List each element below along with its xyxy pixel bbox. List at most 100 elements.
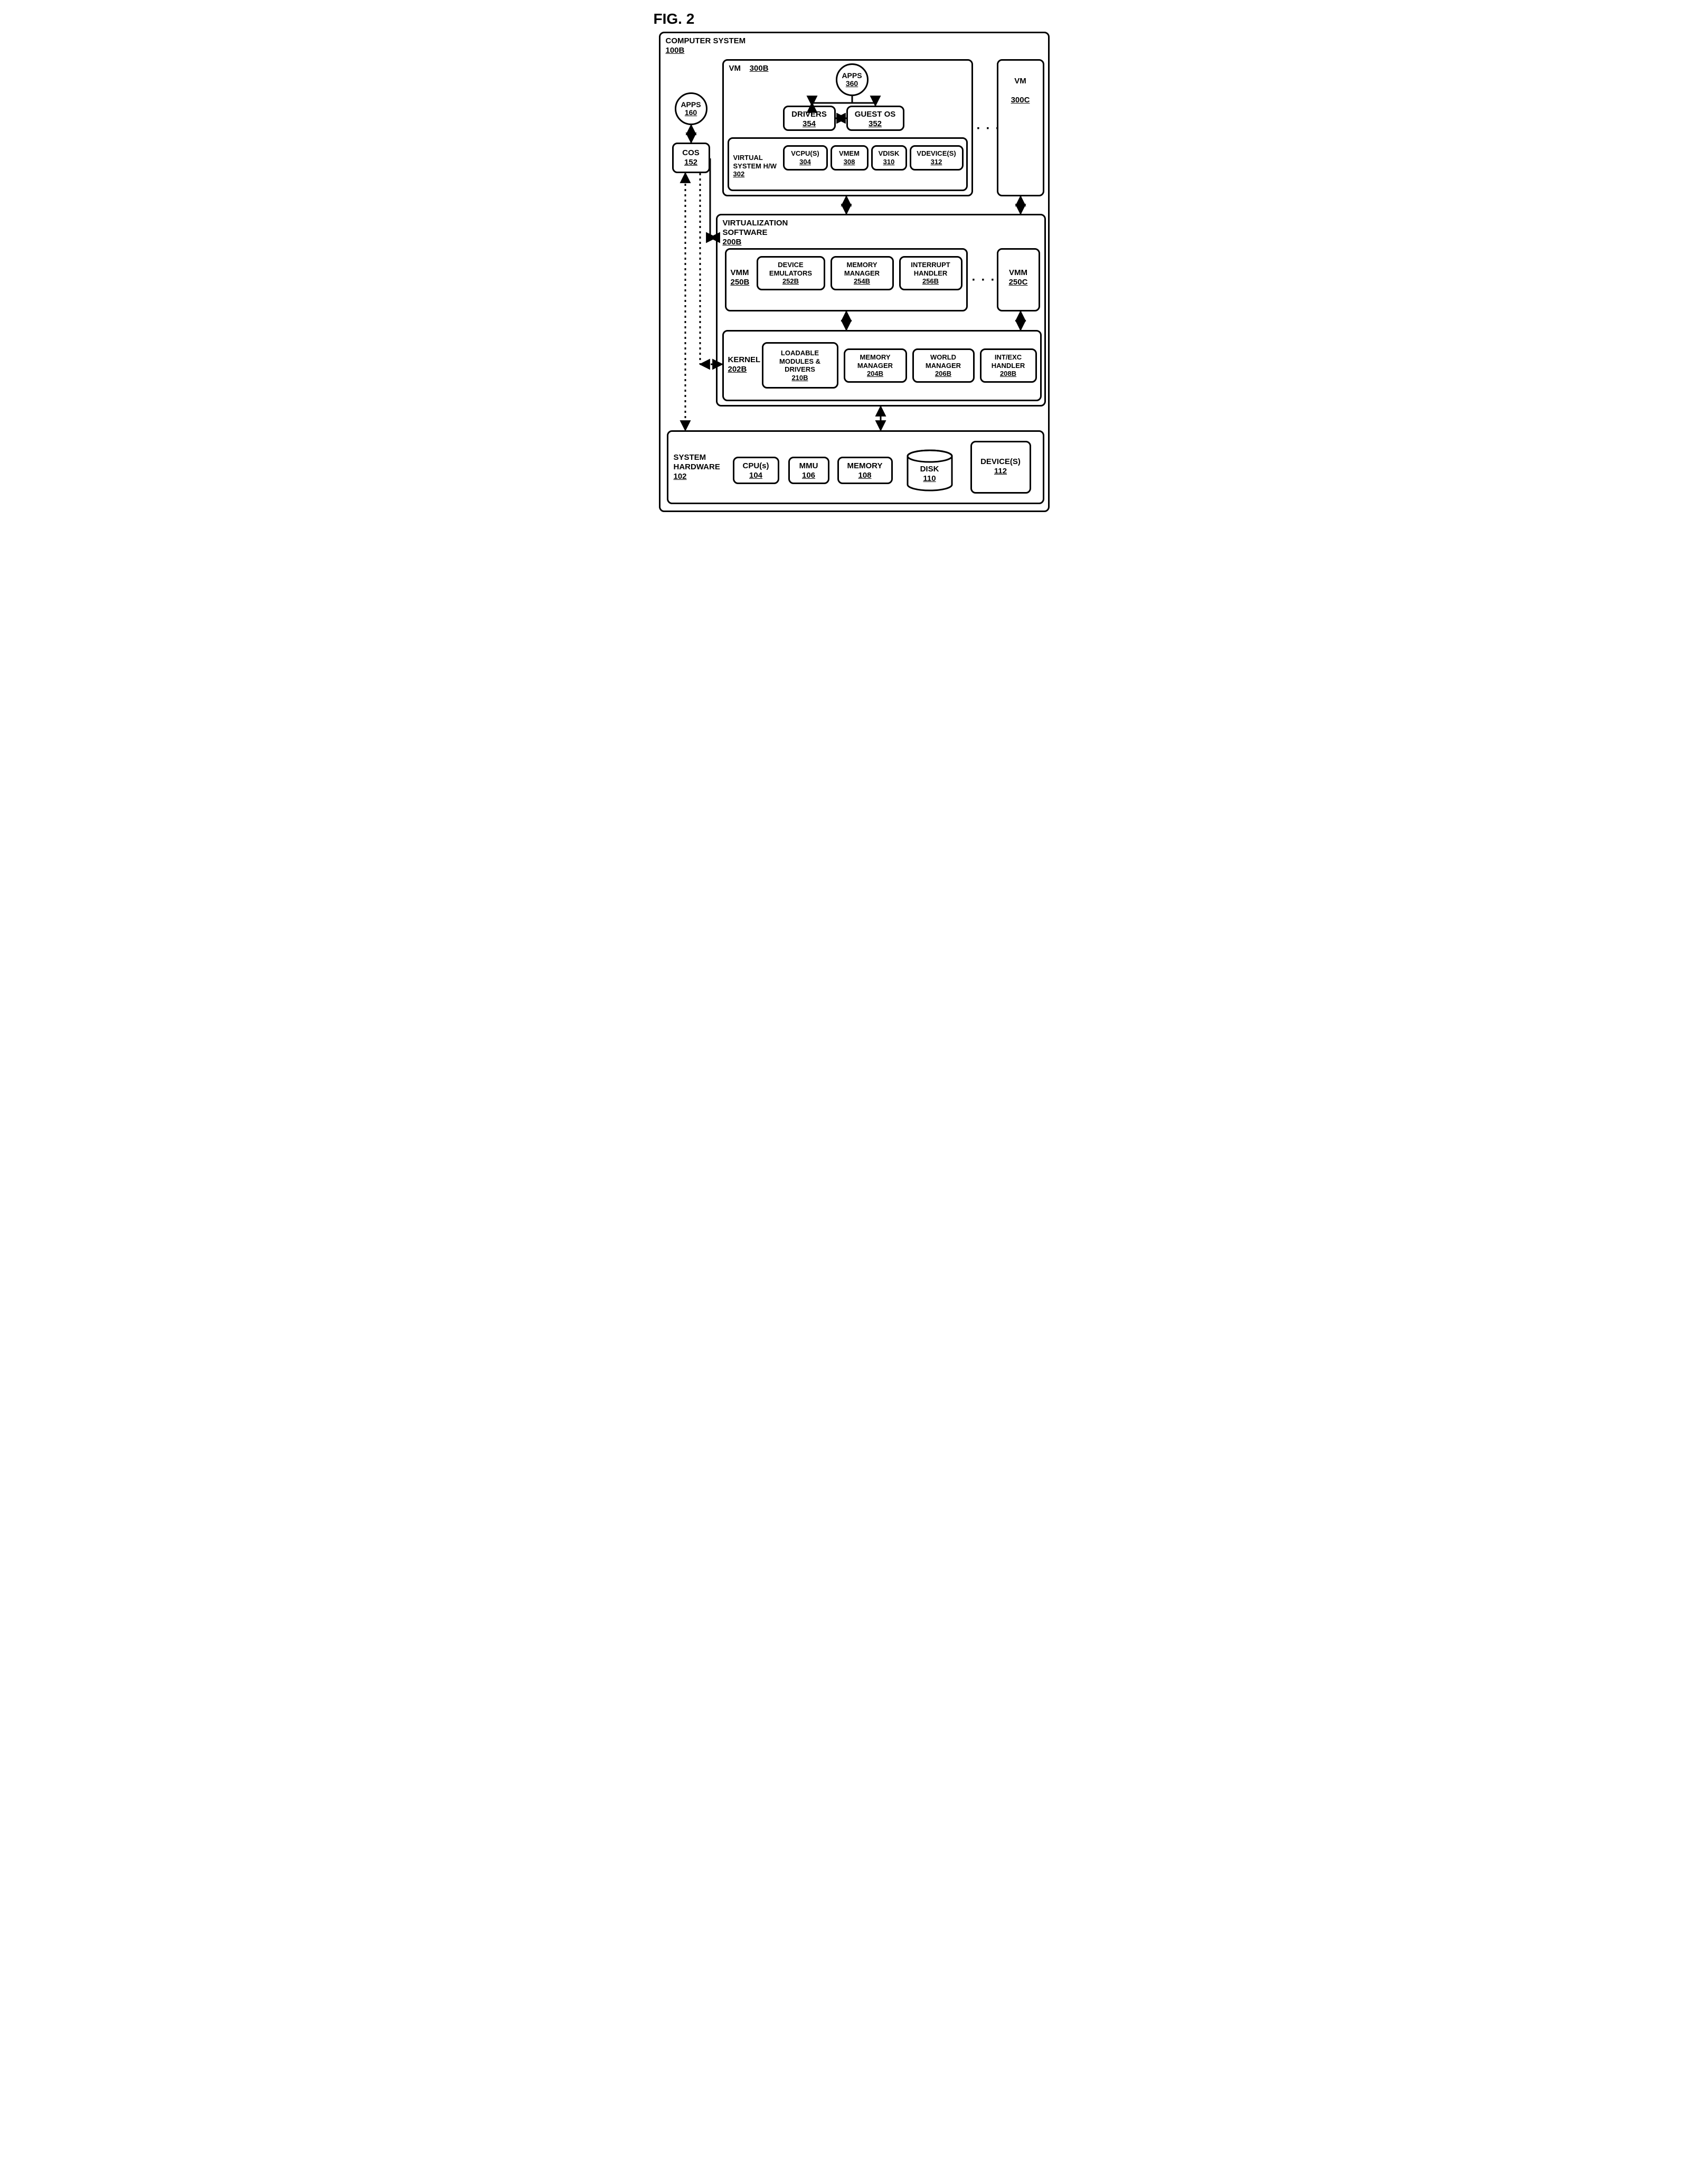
load-mod-title: LOADABLE MODULES & DRIVERS [779, 349, 820, 373]
vm2-title: VM [1014, 77, 1026, 86]
disk-label: DISK 110 [906, 465, 954, 484]
devices-box: DEVICE(S) 112 [970, 441, 1031, 494]
vdisk-box: VDISK 310 [871, 145, 907, 171]
virtual-hw-label: VIRTUAL SYSTEM H/W 302 [733, 154, 778, 178]
guest-os-id: 352 [869, 119, 882, 128]
vm-title: VM [729, 64, 741, 73]
devices-title: DEVICE(S) [980, 457, 1021, 466]
mmu-box: MMU 106 [788, 457, 829, 484]
vmem-title: VMEM [839, 149, 860, 157]
cos-title: COS [682, 148, 700, 157]
vcpu-label: VCPU(S) 304 [785, 149, 826, 166]
cpu-label: CPU(s) 104 [734, 461, 778, 480]
guest-os-title: GUEST OS [855, 110, 896, 119]
virt-sw-title: VIRTUALIZATION SOFTWARE [723, 219, 788, 237]
devices-id: 112 [994, 467, 1007, 476]
vmm-label: VMM 250B [731, 268, 750, 287]
load-mod-box: LOADABLE MODULES & DRIVERS 210B [762, 342, 838, 389]
vm2-label: VM 300C [998, 77, 1043, 105]
figure-title: FIG. 2 [654, 11, 695, 27]
mem-mgr-vmm-title: MEMORY MANAGER [844, 261, 880, 277]
cpu-box: CPU(s) 104 [733, 457, 779, 484]
drivers-label: DRIVERS 354 [785, 110, 834, 129]
vm-id: 300B [750, 64, 769, 73]
sys-hw-id: 102 [674, 472, 687, 481]
guest-os-label: GUEST OS 352 [848, 110, 903, 129]
intexc-id: 208B [1000, 370, 1016, 377]
vm-apps-title: APPS [842, 72, 862, 80]
dev-emu-label: DEVICE EMULATORS 252B [758, 261, 824, 286]
guest-os-box: GUEST OS 352 [846, 106, 904, 131]
memory-label: MEMORY 108 [839, 461, 891, 480]
virtual-hw-id: 302 [733, 170, 745, 178]
vmm2-id: 250C [1009, 278, 1028, 287]
mem-mgr-k-id: 204B [867, 370, 883, 377]
mem-mgr-vmm-label: MEMORY MANAGER 254B [832, 261, 892, 286]
cpu-title: CPU(s) [742, 461, 769, 470]
mem-mgr-k-box: MEMORY MANAGER 204B [844, 348, 907, 383]
vmm-title: VMM [731, 268, 749, 277]
vmm2-label: VMM 250C [998, 268, 1039, 287]
vmm2-box: VMM 250C [997, 248, 1040, 311]
kernel-label: KERNEL 202B [728, 355, 761, 374]
cos-apps-title: APPS [681, 101, 701, 109]
world-mgr-box: WORLD MANAGER 206B [912, 348, 975, 383]
drivers-id: 354 [803, 119, 816, 128]
memory-box: MEMORY 108 [837, 457, 893, 484]
load-mod-label: LOADABLE MODULES & DRIVERS 210B [763, 349, 837, 382]
intexc-box: INT/EXC HANDLER 208B [980, 348, 1037, 383]
vm-apps-circle: APPS 360 [836, 63, 869, 96]
int-hdl-id: 256B [922, 277, 939, 285]
intexc-title: INT/EXC HANDLER [992, 353, 1025, 370]
vmem-id: 308 [844, 158, 855, 166]
vmm-id: 250B [731, 278, 750, 287]
dev-emu-id: 252B [782, 277, 799, 285]
vmm2-title: VMM [1009, 268, 1027, 277]
intexc-label: INT/EXC HANDLER 208B [982, 353, 1035, 378]
kernel-id: 202B [728, 365, 747, 374]
mem-mgr-vmm-box: MEMORY MANAGER 254B [831, 256, 894, 290]
computer-system-title: COMPUTER SYSTEM [666, 36, 746, 45]
vmem-label: VMEM 308 [832, 149, 867, 166]
dev-emu-box: DEVICE EMULATORS 252B [757, 256, 825, 290]
cos-apps-id: 160 [685, 109, 697, 117]
world-mgr-label: WORLD MANAGER 206B [914, 353, 973, 378]
virtual-hw-title: VIRTUAL SYSTEM H/W [733, 154, 777, 170]
vcpu-title: VCPU(S) [791, 149, 819, 157]
int-hdl-box: INTERRUPT HANDLER 256B [899, 256, 962, 290]
sys-hw-label: SYSTEM HARDWARE 102 [674, 453, 726, 481]
vmem-box: VMEM 308 [831, 145, 869, 171]
vm-label: VM 300B [729, 64, 769, 73]
vcpu-id: 304 [799, 158, 811, 166]
memory-id: 108 [858, 471, 871, 480]
diagram-canvas: FIG. 2 COMPUTER SYSTEM 100B APPS 160 COS… [654, 11, 1055, 517]
int-hdl-label: INTERRUPT HANDLER 256B [901, 261, 961, 286]
world-mgr-id: 206B [935, 370, 951, 377]
dev-emu-title: DEVICE EMULATORS [769, 261, 812, 277]
vcpu-box: VCPU(S) 304 [783, 145, 828, 171]
drivers-title: DRIVERS [791, 110, 827, 119]
vdisk-id: 310 [883, 158, 895, 166]
vdevice-title: VDEVICE(S) [917, 149, 956, 157]
computer-system-id: 100B [666, 46, 685, 55]
disk-cylinder: DISK 110 [906, 449, 954, 492]
vdevice-id: 312 [931, 158, 942, 166]
vm-ellipsis: ··· [977, 121, 1005, 136]
world-mgr-title: WORLD MANAGER [926, 353, 961, 370]
devices-label: DEVICE(S) 112 [972, 457, 1030, 476]
cos-id: 152 [684, 158, 697, 167]
computer-system-label: COMPUTER SYSTEM 100B [666, 36, 746, 55]
cos-apps-circle: APPS 160 [675, 92, 707, 125]
virt-sw-label: VIRTUALIZATION SOFTWARE 200B [723, 219, 797, 247]
virt-sw-id: 200B [723, 238, 742, 247]
memory-title: MEMORY [847, 461, 883, 470]
disk-id: 110 [923, 474, 936, 483]
sys-hw-title: SYSTEM HARDWARE [674, 453, 720, 471]
mem-mgr-vmm-id: 254B [854, 277, 870, 285]
vdisk-label: VDISK 310 [873, 149, 905, 166]
cpu-id: 104 [749, 471, 762, 480]
mmu-title: MMU [799, 461, 818, 470]
vdevice-label: VDEVICE(S) 312 [911, 149, 962, 166]
mmu-label: MMU 106 [790, 461, 828, 480]
vm2-id: 300C [1011, 96, 1030, 105]
